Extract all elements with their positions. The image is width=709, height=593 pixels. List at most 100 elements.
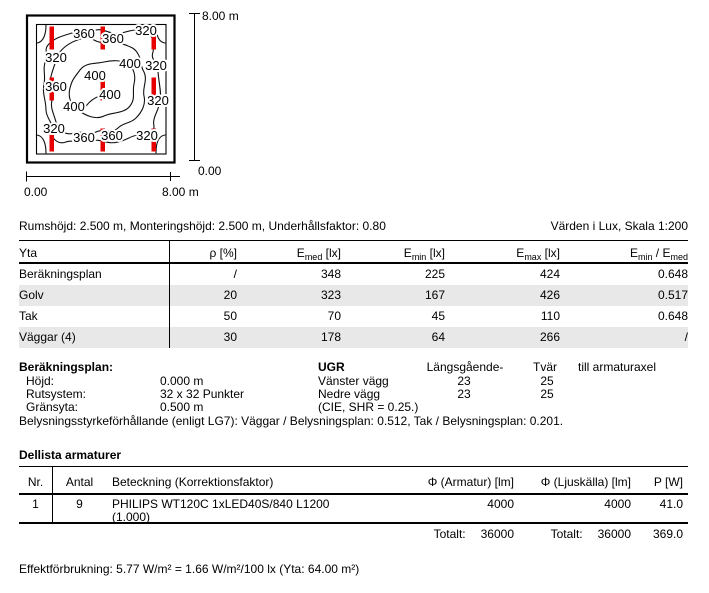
surface-name: Tak	[19, 306, 170, 327]
luminaire-table-header: Nr. Antal Beteckning (Korrektionsfaktor)…	[19, 467, 688, 495]
table-row: Väggar (4) 30 178 64 266 /	[19, 327, 688, 348]
emed-unit: [lx]	[322, 246, 341, 260]
isolux-diagram: 360 360 320 320 400 320 400 360 400 320 …	[24, 9, 239, 199]
surface-rho: 50	[223, 309, 237, 323]
col-header-emed: Emed [lx]	[237, 241, 341, 262]
contour-label: 320	[45, 50, 67, 65]
contour-label: 360	[73, 26, 95, 41]
totals-p: 369.0	[652, 527, 683, 541]
table-row: Golv 20 323 167 426 0.517	[19, 285, 688, 306]
luminaire-icon	[100, 77, 105, 101]
emin-base: E	[403, 246, 412, 260]
emin-unit: [lx]	[426, 246, 445, 260]
contour-label: 360	[102, 31, 124, 46]
contour-label: 400	[119, 56, 141, 71]
y-axis-min-label: 0.00	[198, 164, 222, 178]
values-scale-text: Värden i Lux, Skala 1:200	[550, 219, 688, 233]
room-outer-wall	[25, 14, 176, 164]
col-header-emin: Emin [lx]	[341, 241, 445, 262]
luminaire-table: Nr. Antal Beteckning (Korrektionsfaktor)…	[19, 466, 688, 542]
luminaire-icon	[151, 26, 156, 50]
luminaire-p: 41.0	[659, 497, 683, 511]
ratio-sub1: min	[637, 251, 653, 262]
ugr-value: 25	[540, 374, 554, 388]
contour-label: 320	[147, 93, 169, 108]
surface-rho: 30	[223, 330, 237, 344]
ugr-row-label: Vänster vägg	[318, 374, 389, 388]
y-axis-max-label: 8.00 m	[202, 9, 239, 23]
luminaire-icon	[151, 128, 156, 152]
ratio-mid: / E	[652, 246, 671, 260]
table-row: 1 9 PHILIPS WT120C 1xLED40S/840 L1200 (1…	[19, 495, 688, 524]
totals-flux-armatur-value: 36000	[480, 527, 514, 541]
meta-line: Rumshöjd: 2.500 m, Monteringshöjd: 2.500…	[19, 219, 688, 233]
surface-rho: 20	[223, 288, 237, 302]
emed-base: E	[296, 246, 305, 260]
emed-sub: med	[304, 251, 323, 262]
surface-ratio: 0.517	[657, 288, 688, 302]
x-axis-min-label: 0.00	[24, 185, 48, 199]
totals-label: Totalt:	[550, 527, 583, 541]
luminaire-beteckning: PHILIPS WT120C 1xLED40S/840 L1200 (1.000…	[106, 495, 392, 524]
luminaire-korrektion: (1.000)	[112, 509, 151, 524]
table-row: Tak 50 70 45 110 0.648	[19, 306, 688, 327]
ugr-col1-header: Längsgående-	[426, 360, 504, 374]
ugr-note: (CIE, SHR = 0.25.)	[318, 400, 419, 414]
surface-name: Väggar (4)	[19, 327, 170, 348]
x-axis-max-label: 8.00 m	[162, 185, 199, 199]
luminaire-flux-armatur: 4000	[487, 497, 514, 511]
surface-name: Golv	[19, 285, 170, 306]
luminaire-icon	[151, 77, 156, 101]
luminaire-icon	[49, 26, 54, 50]
contour-corner-arc	[36, 134, 47, 154]
surface-table-header: Yta ρ [%] Emed [lx] Emin [lx] Emax [lx] …	[19, 241, 688, 264]
contour-320	[42, 29, 162, 144]
surface-emin: 167	[424, 288, 445, 302]
col-header-nr: Nr.	[19, 467, 53, 493]
surface-results-table: Yta ρ [%] Emed [lx] Emin [lx] Emax [lx] …	[19, 240, 688, 348]
col-header-emax: Emax [lx]	[445, 241, 560, 262]
calc-plane-value: 32 x 32 Punkter	[160, 387, 245, 401]
emin-sub: min	[411, 251, 427, 262]
totals-flux-ljuskalla-value: 36000	[597, 527, 631, 541]
totals-blank	[106, 524, 392, 542]
totals-blank	[53, 524, 106, 542]
calc-plane-label: Rutsystem:	[26, 387, 87, 401]
ugr-title: UGR	[318, 360, 345, 374]
surface-emax: 424	[539, 267, 560, 281]
col-header-flux-ljuskalla: Φ (Ljuskälla) [lm]	[540, 475, 631, 489]
luminaire-list-title: Dellista armaturer	[19, 448, 122, 462]
surface-emed: 348	[320, 267, 341, 281]
luminaire-antal: 9	[76, 497, 83, 511]
surface-name: Beräkningsplan	[19, 264, 170, 285]
contour-corner-arc	[36, 24, 47, 44]
calc-plane-title: Beräkningsplan:	[19, 360, 114, 374]
col-header-flux-armatur: Φ (Armatur) [lm]	[427, 475, 514, 489]
contour-labels: 360 360 320 320 400 320 400 360 400 320 …	[41, 21, 171, 147]
ugr-suffix: till armaturaxel	[578, 360, 657, 374]
totals-row: Totalt: 36000 Totalt: 36000 369.0	[19, 524, 688, 542]
emax-sub: max	[524, 251, 542, 262]
ratio-sub2: med	[670, 251, 688, 262]
col-header-yta: Yta	[19, 241, 170, 262]
contour-label: 400	[99, 87, 121, 102]
surface-ratio: /	[684, 330, 688, 344]
calc-plane-value: 0.500 m	[160, 400, 204, 414]
contour-lines	[36, 24, 166, 154]
calc-plane-label: Gränsyta:	[26, 400, 79, 414]
contour-label: 320	[135, 23, 157, 38]
ugr-col2-header: Tvär	[533, 360, 557, 374]
col-header-p: P [W]	[653, 475, 683, 489]
surface-emed: 178	[320, 330, 341, 344]
luminaire-icon	[49, 77, 54, 101]
ugr-value: 23	[457, 374, 471, 388]
surface-emed: 323	[320, 288, 341, 302]
contour-inner-squiggle	[85, 94, 115, 107]
table-row: Beräkningsplan / 348 225 424 0.648	[19, 264, 688, 285]
surface-emax: 110	[540, 309, 560, 323]
contour-360	[49, 37, 146, 135]
contour-label: 360	[101, 128, 123, 143]
ratio-base1: E	[629, 246, 638, 260]
surface-emin: 225	[424, 267, 445, 281]
